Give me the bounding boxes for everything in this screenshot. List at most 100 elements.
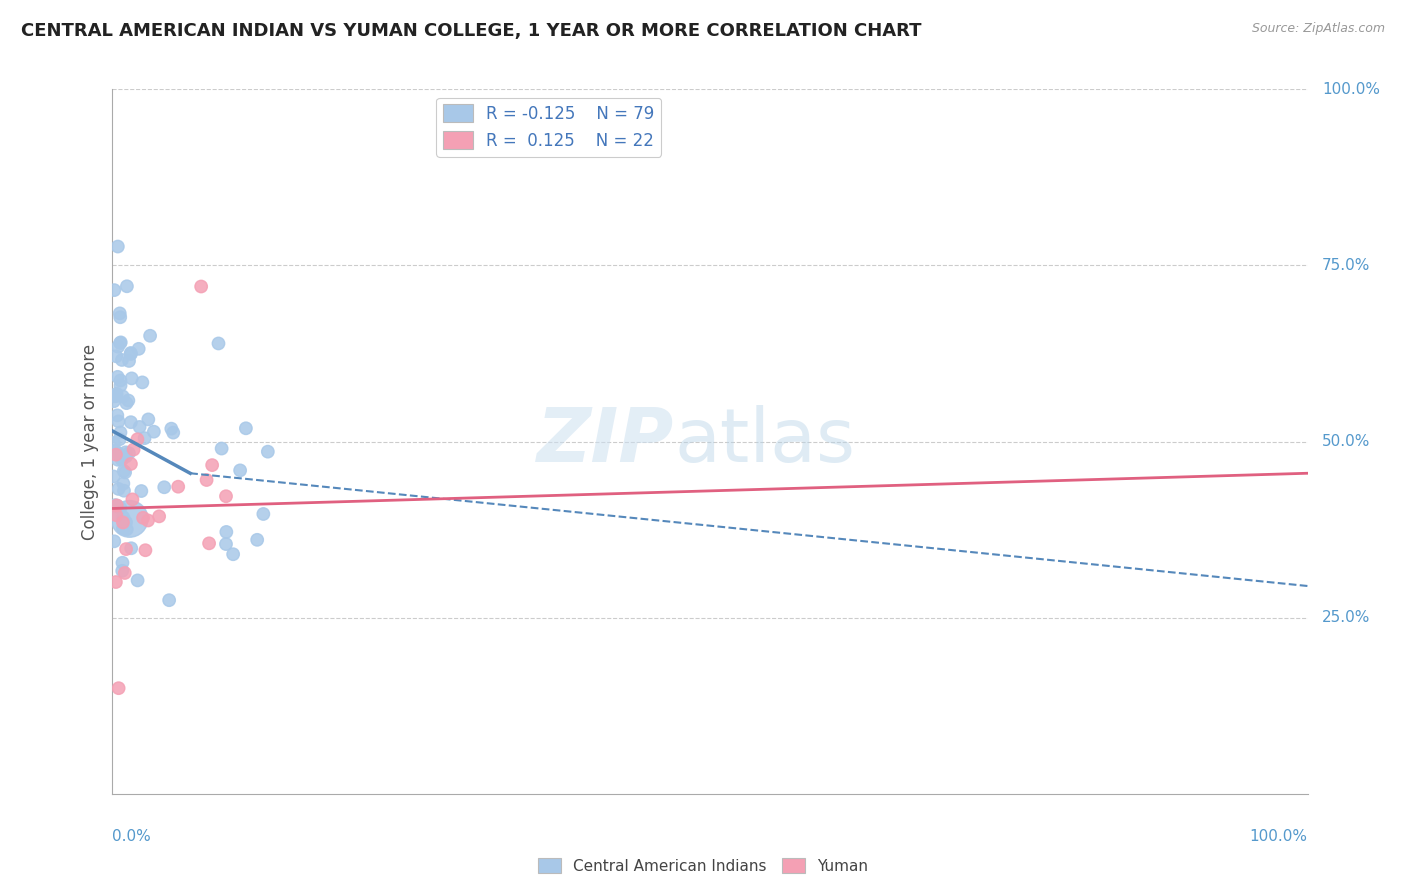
Point [110, 500, 132, 515]
Point [104, 448, 127, 462]
Point [131, 376, 153, 390]
Point [112, 510, 135, 524]
Text: Source: ZipAtlas.com: Source: ZipAtlas.com [1251, 22, 1385, 36]
Point [105, 499, 128, 513]
Text: 75.0%: 75.0% [1322, 258, 1371, 273]
Point [107, 482, 129, 496]
Point [195, 473, 218, 487]
Point [162, 425, 184, 440]
Text: ZIP: ZIP [537, 405, 675, 478]
Point [103, 534, 125, 549]
Point [111, 516, 134, 530]
Point [110, 335, 132, 350]
Point [148, 509, 170, 524]
Point [112, 476, 135, 491]
Text: 0.0%: 0.0% [112, 830, 152, 844]
Point [215, 537, 238, 551]
Point [215, 524, 238, 539]
Text: 100.0%: 100.0% [1250, 830, 1308, 844]
Point [105, 389, 128, 403]
Point [136, 513, 159, 527]
Point [120, 346, 142, 360]
Point [110, 310, 132, 325]
Point [229, 463, 252, 477]
Point [167, 480, 190, 494]
Text: atlas: atlas [675, 405, 855, 478]
Point [107, 452, 129, 467]
Legend: R = -0.125    N = 79, R =  0.125    N = 22: R = -0.125 N = 79, R = 0.125 N = 22 [436, 97, 661, 156]
Point [115, 396, 138, 410]
Point [112, 483, 135, 498]
Point [107, 681, 129, 696]
Point [107, 239, 129, 253]
Point [107, 340, 129, 354]
Point [121, 371, 143, 385]
Point [117, 393, 139, 408]
Point [107, 499, 129, 513]
Point [121, 492, 143, 507]
Point [153, 480, 176, 494]
Point [127, 432, 149, 446]
Point [118, 446, 141, 460]
Point [105, 508, 128, 523]
Point [111, 556, 134, 570]
Point [118, 512, 141, 526]
Point [132, 511, 155, 525]
Point [103, 283, 125, 297]
Point [111, 452, 134, 467]
Point [190, 279, 212, 293]
Point [120, 457, 142, 471]
Point [160, 422, 183, 436]
Point [246, 533, 269, 547]
Point [114, 445, 136, 459]
Point [252, 507, 274, 521]
Point [211, 442, 233, 456]
Point [115, 522, 138, 536]
Point [120, 541, 142, 556]
Point [114, 466, 136, 480]
Text: 25.0%: 25.0% [1322, 610, 1371, 625]
Point [104, 389, 127, 403]
Point [134, 431, 156, 445]
Point [136, 412, 159, 426]
Point [139, 328, 162, 343]
Point [111, 353, 134, 368]
Point [103, 469, 125, 483]
Point [105, 386, 128, 401]
Point [115, 279, 138, 293]
Text: CENTRAL AMERICAN INDIAN VS YUMAN COLLEGE, 1 YEAR OR MORE CORRELATION CHART: CENTRAL AMERICAN INDIAN VS YUMAN COLLEGE… [21, 22, 921, 40]
Point [118, 354, 141, 368]
Point [257, 444, 280, 458]
Point [103, 394, 125, 409]
Point [207, 336, 229, 351]
Point [114, 566, 136, 580]
Point [111, 389, 134, 403]
Point [104, 575, 127, 590]
Point [105, 409, 128, 423]
Point [110, 425, 132, 440]
Point [115, 516, 138, 530]
Point [131, 483, 153, 498]
Point [222, 547, 245, 561]
Point [115, 450, 138, 464]
Point [112, 464, 135, 478]
Point [111, 564, 134, 578]
Point [110, 450, 132, 465]
Point [107, 369, 129, 384]
Point [108, 432, 131, 446]
Point [111, 521, 134, 535]
Point [110, 374, 132, 388]
Point [142, 425, 165, 439]
Text: 50.0%: 50.0% [1322, 434, 1371, 449]
Point [201, 458, 224, 472]
Point [122, 442, 145, 457]
Point [108, 306, 131, 320]
Point [107, 414, 129, 428]
Point [104, 443, 127, 458]
Point [115, 542, 138, 557]
Point [235, 421, 257, 435]
Point [127, 574, 149, 588]
Point [103, 436, 125, 450]
Point [128, 420, 150, 434]
Text: 100.0%: 100.0% [1322, 82, 1379, 96]
